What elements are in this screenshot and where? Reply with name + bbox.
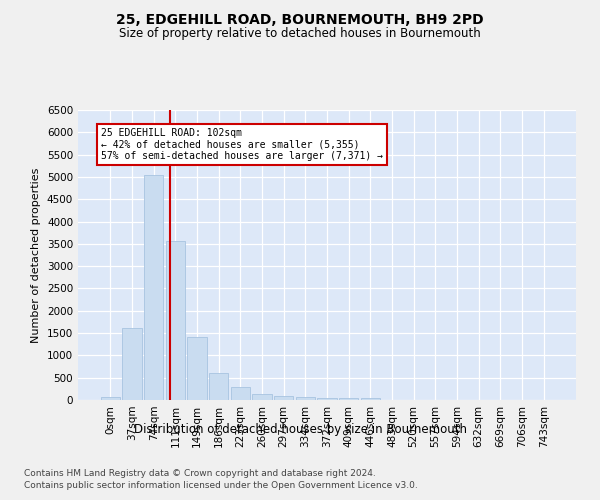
Bar	[296, 396, 315, 400]
Bar	[144, 174, 163, 400]
Text: Distribution of detached houses by size in Bournemouth: Distribution of detached houses by size …	[133, 422, 467, 436]
Bar	[187, 337, 207, 400]
Bar	[166, 240, 185, 400]
Text: Contains public sector information licensed under the Open Government Licence v3: Contains public sector information licen…	[24, 481, 418, 490]
Bar	[361, 398, 380, 400]
Text: Contains HM Land Registry data © Crown copyright and database right 2024.: Contains HM Land Registry data © Crown c…	[24, 468, 376, 477]
Text: 25 EDGEHILL ROAD: 102sqm
← 42% of detached houses are smaller (5,355)
57% of sem: 25 EDGEHILL ROAD: 102sqm ← 42% of detach…	[101, 128, 383, 161]
Bar	[122, 328, 142, 400]
Text: 25, EDGEHILL ROAD, BOURNEMOUTH, BH9 2PD: 25, EDGEHILL ROAD, BOURNEMOUTH, BH9 2PD	[116, 12, 484, 26]
Bar	[274, 396, 293, 400]
Bar	[339, 398, 358, 400]
Bar	[209, 372, 229, 400]
Y-axis label: Number of detached properties: Number of detached properties	[31, 168, 41, 342]
Bar	[252, 394, 272, 400]
Bar	[230, 387, 250, 400]
Bar	[101, 396, 120, 400]
Text: Size of property relative to detached houses in Bournemouth: Size of property relative to detached ho…	[119, 28, 481, 40]
Bar	[317, 398, 337, 400]
